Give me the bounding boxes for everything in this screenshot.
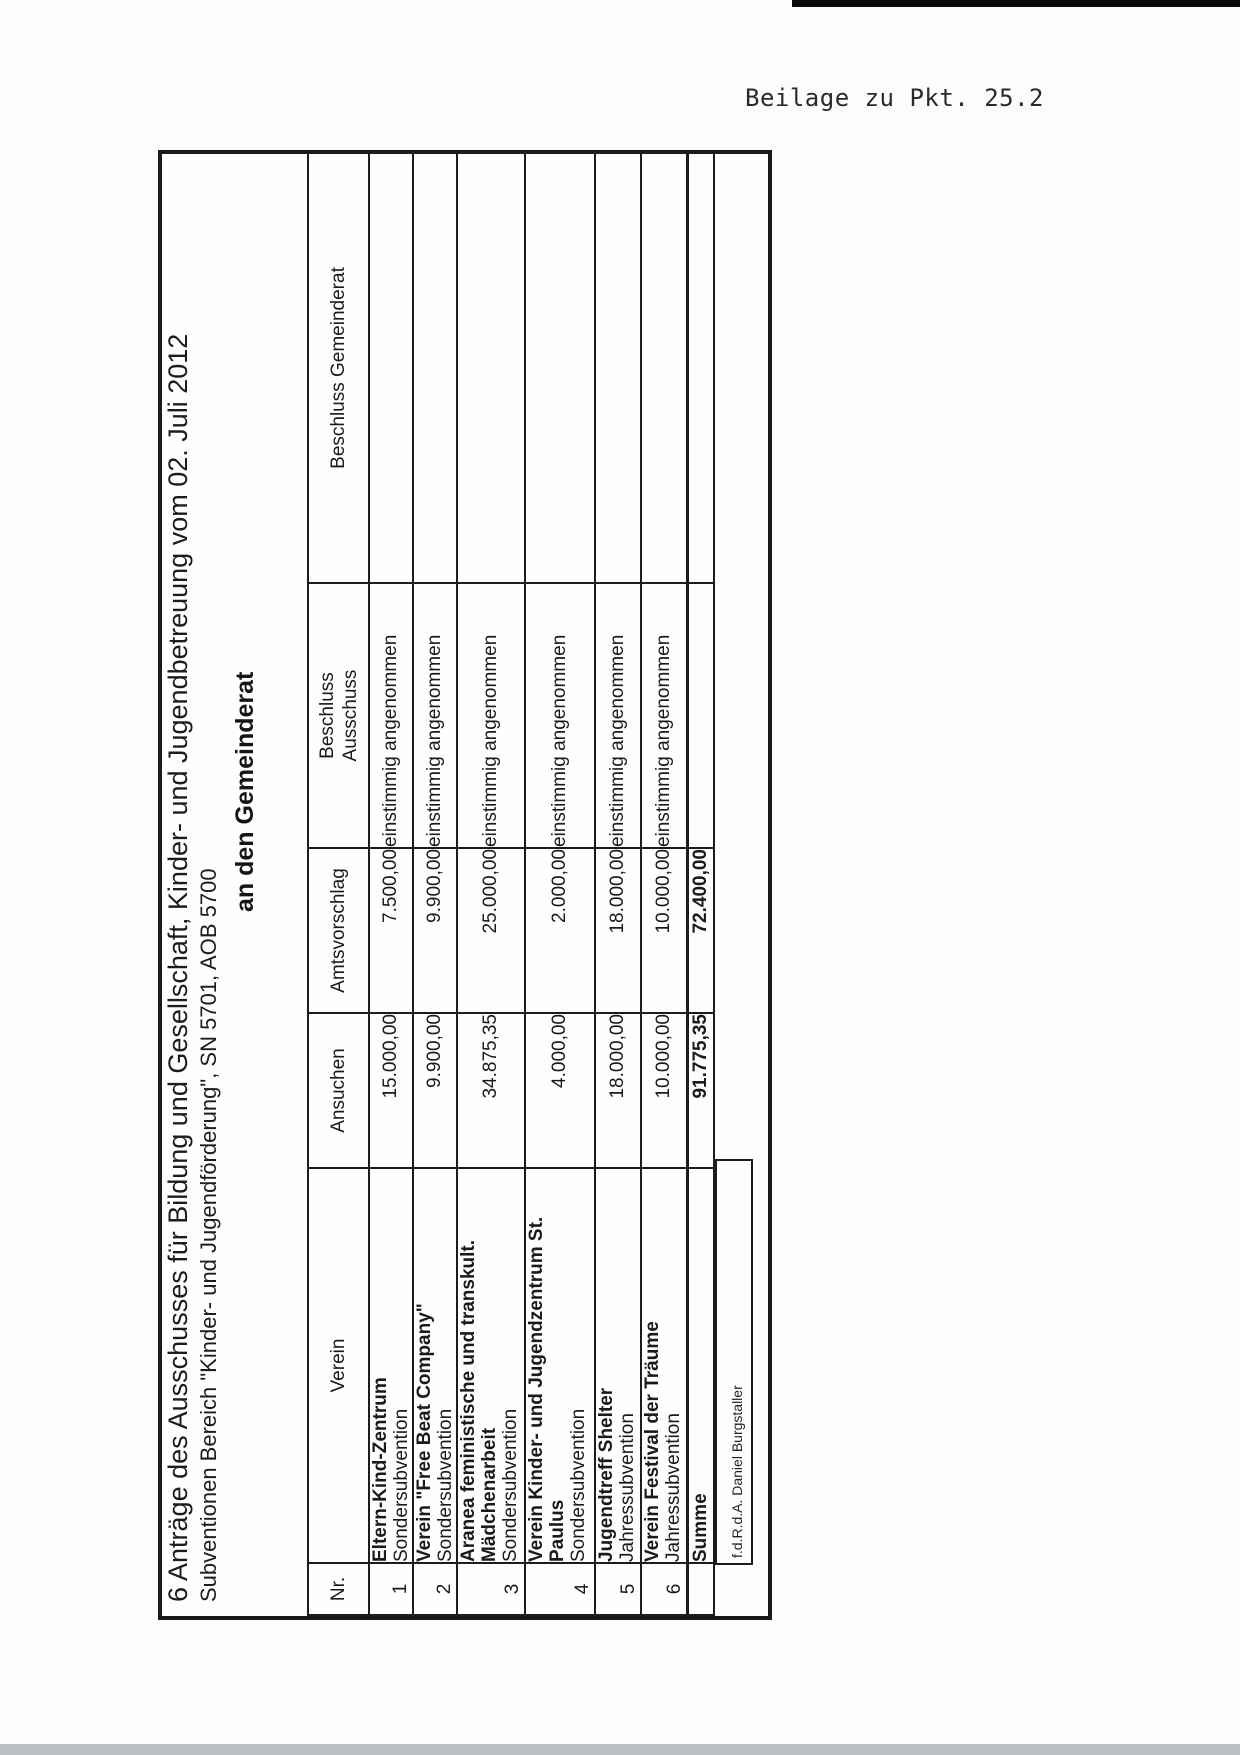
scan-artifact-bottom xyxy=(0,1744,1240,1755)
subsidy-table: Nr. Verein Ansuchen Amtsvorschlag Beschl… xyxy=(307,152,715,1616)
header-verein: Verein xyxy=(308,1168,369,1563)
cell-verein: Verein Festival der Träume Jahressubvent… xyxy=(641,1168,687,1563)
verein-name-line2: Paulus xyxy=(547,1499,568,1562)
cell-beschluss-gemeinderat xyxy=(457,153,525,583)
scan-artifact-top xyxy=(792,0,1240,7)
cell-nr: 3 xyxy=(457,1563,525,1615)
cell-beschluss-ausschuss: einstimmig angenommen xyxy=(525,583,595,848)
header-ansuchen: Ansuchen xyxy=(308,1013,369,1168)
cell-beschluss-ausschuss: einstimmig angenommen xyxy=(457,583,525,848)
verein-subvention-type: Sondersubvention xyxy=(568,1408,589,1562)
verein-subvention-type: Sondersubvention xyxy=(500,1408,521,1562)
table-row: 2 Verein "Free Beat Company" Sondersubve… xyxy=(413,153,457,1615)
verein-name-line1: Aranea feministische und transkult. xyxy=(458,1239,479,1562)
table-row: 1 Eltern-Kind-Zentrum Sondersubvention 1… xyxy=(369,153,413,1615)
signature-text: f.d.R.d.A. Daniel Burgstaller xyxy=(729,1385,745,1558)
document-subtitle: an den Gemeinderat xyxy=(231,671,259,912)
cell-beschluss-ausschuss: einstimmig angenommen xyxy=(413,583,457,848)
cell-amtsvorschlag: 7.500,00 xyxy=(369,848,413,1013)
header-beschluss-ausschuss: Beschluss Ausschuss xyxy=(308,583,369,848)
cell-nr-empty xyxy=(687,1563,714,1615)
total-amtsvorschlag: 72.400,00 xyxy=(687,848,714,1013)
cell-ansuchen: 34.875,35 xyxy=(457,1013,525,1168)
verein-subvention-type: Jahressubvention xyxy=(617,1413,638,1562)
signature-box: f.d.R.d.A. Daniel Burgstaller xyxy=(715,1159,753,1565)
cell-nr: 2 xyxy=(413,1563,457,1615)
verein-name-line2: Mädchenarbeit xyxy=(479,1427,500,1562)
cell-verein: Aranea feministische und transkult. Mädc… xyxy=(457,1168,525,1563)
cell-beschluss-ausschuss-empty xyxy=(687,583,714,848)
cell-ansuchen: 9.900,00 xyxy=(413,1013,457,1168)
cell-verein: Eltern-Kind-Zentrum Sondersubvention xyxy=(369,1168,413,1563)
verein-name-line1: Verein Kinder- und Jugendzentrum St. xyxy=(526,1216,547,1562)
cell-beschluss-gemeinderat xyxy=(413,153,457,583)
verein-name-line1: Verein Festival der Träume xyxy=(642,1321,663,1562)
header-beschluss-ausschuss-label: Beschluss Ausschuss xyxy=(316,669,361,762)
cell-ansuchen: 15.000,00 xyxy=(369,1013,413,1168)
cell-nr: 4 xyxy=(525,1563,595,1615)
cell-amtsvorschlag: 18.000,00 xyxy=(595,848,641,1013)
verein-subvention-type: Sondersubvention xyxy=(435,1408,456,1562)
verein-subvention-type: Sondersubvention xyxy=(391,1408,412,1562)
document-title-line2: Subventionen Bereich "Kinder- und Jugend… xyxy=(196,868,221,1602)
cell-verein: Jugendtreff Shelter Jahressubvention xyxy=(595,1168,641,1563)
verein-name-line1: Jugendtreff Shelter xyxy=(596,1387,617,1562)
document-frame: 6 Anträge des Ausschusses für Bildung un… xyxy=(158,150,772,1620)
cell-ansuchen: 10.000,00 xyxy=(641,1013,687,1168)
cell-beschluss-gemeinderat xyxy=(595,153,641,583)
cell-ansuchen: 4.000,00 xyxy=(525,1013,595,1168)
document-title-line1: 6 Anträge des Ausschusses für Bildung un… xyxy=(163,333,193,1602)
header-amtsvorschlag: Amtsvorschlag xyxy=(308,848,369,1013)
table-header-row: Nr. Verein Ansuchen Amtsvorschlag Beschl… xyxy=(308,153,369,1615)
cell-beschluss-gemeinderat xyxy=(525,153,595,583)
cell-nr: 6 xyxy=(641,1563,687,1615)
header-beschluss-gemeinderat: Beschluss Gemeinderat xyxy=(308,153,369,583)
verein-name-line1: Eltern-Kind-Zentrum xyxy=(370,1377,391,1562)
table-row: 5 Jugendtreff Shelter Jahressubvention 1… xyxy=(595,153,641,1615)
cell-beschluss-ausschuss: einstimmig angenommen xyxy=(641,583,687,848)
cell-beschluss-ausschuss: einstimmig angenommen xyxy=(595,583,641,848)
total-ansuchen: 91.775,35 xyxy=(687,1013,714,1168)
total-label: Summe xyxy=(687,1168,714,1563)
cell-beschluss-gemeinderat xyxy=(641,153,687,583)
cell-amtsvorschlag: 25.000,00 xyxy=(457,848,525,1013)
cell-beschluss-gemeinderat xyxy=(369,153,413,583)
table-row: 3 Aranea feministische und transkult. Mä… xyxy=(457,153,525,1615)
cell-nr: 5 xyxy=(595,1563,641,1615)
cell-verein: Verein Kinder- und Jugendzentrum St. Pau… xyxy=(525,1168,595,1563)
cell-beschluss-gemeinderat-empty xyxy=(687,153,714,583)
table-row: 4 Verein Kinder- und Jugendzentrum St. P… xyxy=(525,153,595,1615)
cell-amtsvorschlag: 2.000,00 xyxy=(525,848,595,1013)
verein-subvention-type: Jahressubvention xyxy=(663,1413,684,1562)
document-content: 6 Anträge des Ausschusses für Bildung un… xyxy=(162,152,768,1616)
table-total-row: Summe 91.775,35 72.400,00 xyxy=(687,153,714,1615)
cell-ansuchen: 18.000,00 xyxy=(595,1013,641,1168)
cell-nr: 1 xyxy=(369,1563,413,1615)
verein-name-line1: Verein "Free Beat Company" xyxy=(414,1303,435,1562)
beilage-annotation: Beilage zu Pkt. 25.2 xyxy=(745,84,1044,112)
table-row: 6 Verein Festival der Träume Jahressubve… xyxy=(641,153,687,1615)
cell-amtsvorschlag: 10.000,00 xyxy=(641,848,687,1013)
cell-beschluss-ausschuss: einstimmig angenommen xyxy=(369,583,413,848)
cell-verein: Verein "Free Beat Company" Sondersubvent… xyxy=(413,1168,457,1563)
cell-amtsvorschlag: 9.900,00 xyxy=(413,848,457,1013)
header-nr: Nr. xyxy=(308,1563,369,1615)
